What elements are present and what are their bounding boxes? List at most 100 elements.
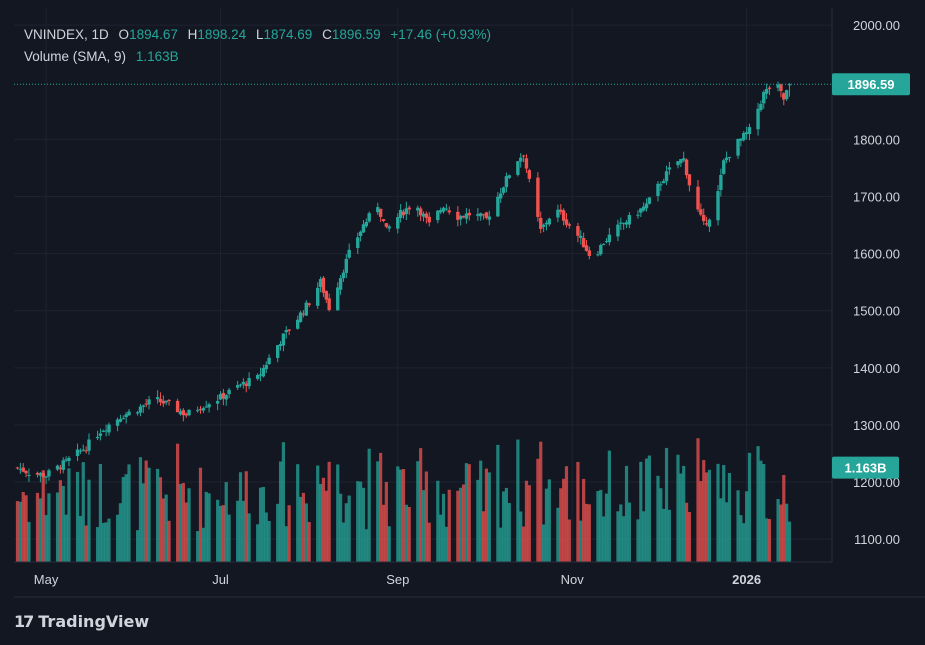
candle-body — [736, 138, 740, 156]
volume-bar — [521, 526, 526, 562]
volume-bar — [687, 512, 692, 562]
candle-body — [161, 400, 166, 404]
volume-bar — [607, 450, 611, 562]
candle-body — [404, 208, 409, 214]
candle-body — [567, 224, 572, 226]
candle-body — [64, 459, 68, 461]
candle-body — [684, 159, 689, 176]
candle-body — [287, 329, 291, 331]
candle-body — [284, 330, 288, 333]
candle-body — [344, 258, 349, 273]
volume-bar — [178, 483, 183, 562]
candle-body — [324, 291, 328, 300]
candle-body — [441, 207, 446, 212]
candle-body — [381, 219, 386, 221]
candle-body — [456, 211, 460, 220]
volume-bar — [676, 454, 680, 562]
volume-bar — [141, 483, 145, 562]
volume-bar — [639, 461, 643, 562]
volume-bar — [144, 460, 148, 562]
symbol-label[interactable]: VNINDEX, 1D — [24, 27, 109, 42]
candle-body — [364, 221, 369, 227]
volume-bar — [296, 464, 300, 562]
volume-bar — [722, 465, 726, 562]
candle-body — [361, 224, 366, 233]
volume-bar — [327, 461, 331, 562]
close-label: C — [322, 27, 332, 42]
candle-body — [21, 467, 25, 472]
volume-bar — [596, 491, 600, 562]
volume-bar — [341, 522, 346, 562]
volume-bar — [756, 446, 760, 562]
volume-bar — [719, 498, 723, 562]
volume-bar — [399, 469, 403, 562]
volume-bar — [747, 452, 752, 562]
candle-body — [164, 400, 168, 403]
candle-body — [601, 244, 606, 246]
candle-body — [641, 206, 646, 211]
candle-body — [656, 183, 660, 196]
candle-body — [719, 174, 723, 191]
volume-bar — [767, 519, 772, 562]
candle-body — [596, 254, 600, 256]
volume-bar — [35, 492, 40, 562]
candle-body — [204, 406, 208, 408]
tradingview-logo[interactable]: 17 TradingView — [14, 612, 149, 631]
candle-body — [621, 223, 626, 225]
candle-body — [444, 208, 449, 210]
volume-bar — [227, 514, 231, 562]
volume-bar — [424, 471, 428, 562]
change-value: +17.46 (+0.93%) — [390, 27, 491, 42]
volume-bar — [441, 493, 446, 562]
candle-body — [278, 343, 283, 346]
volume-bar — [27, 521, 31, 562]
volume-bar — [582, 478, 586, 562]
candle-body — [401, 211, 406, 216]
candle-body — [659, 184, 663, 186]
volume-bar — [559, 488, 563, 562]
candle-body — [539, 217, 543, 229]
candle-body — [98, 433, 103, 436]
volume-bar — [81, 462, 85, 562]
volume-bar — [158, 477, 163, 562]
candle-body — [784, 90, 789, 100]
volume-bar — [241, 500, 245, 562]
high-value: 1898.24 — [197, 27, 247, 42]
candle-body — [396, 217, 400, 229]
candle-body — [607, 234, 612, 243]
volume-bar — [627, 502, 631, 562]
candle-body — [241, 381, 246, 385]
close-value: 1896.59 — [331, 27, 381, 42]
candle-body — [227, 389, 231, 395]
ohlc-row: VNINDEX, 1D O1894.67 H1898.24 L1874.69 C… — [24, 24, 491, 46]
volume-bar — [44, 515, 48, 562]
candle-body — [238, 384, 243, 386]
volume-bar — [364, 529, 368, 562]
volume-bar — [642, 511, 646, 562]
volume-bar — [181, 482, 185, 562]
volume-bar — [704, 472, 709, 562]
candle-body — [762, 91, 766, 104]
candle-body — [427, 216, 431, 223]
candle-body — [95, 436, 100, 439]
volume-bar — [539, 441, 543, 562]
volume-bar — [619, 504, 623, 562]
candle-body — [564, 219, 569, 225]
candle-body — [18, 468, 23, 470]
y-tick-label: 1100.00 — [854, 532, 900, 547]
volume-bar — [61, 485, 65, 562]
volume-bar — [459, 487, 463, 562]
volume-bar — [759, 460, 763, 562]
candle-body — [636, 214, 640, 216]
volume-bar — [579, 520, 583, 562]
candle-body — [722, 160, 726, 174]
candle-body — [384, 223, 389, 227]
volume-bar — [562, 478, 566, 562]
candle-body — [667, 167, 672, 170]
volume-bar — [524, 480, 529, 562]
volume-bar — [567, 519, 571, 562]
low-label: L — [255, 27, 264, 42]
candle-body — [436, 210, 440, 221]
volume-indicator-label[interactable]: Volume (SMA, 9) — [24, 49, 127, 64]
